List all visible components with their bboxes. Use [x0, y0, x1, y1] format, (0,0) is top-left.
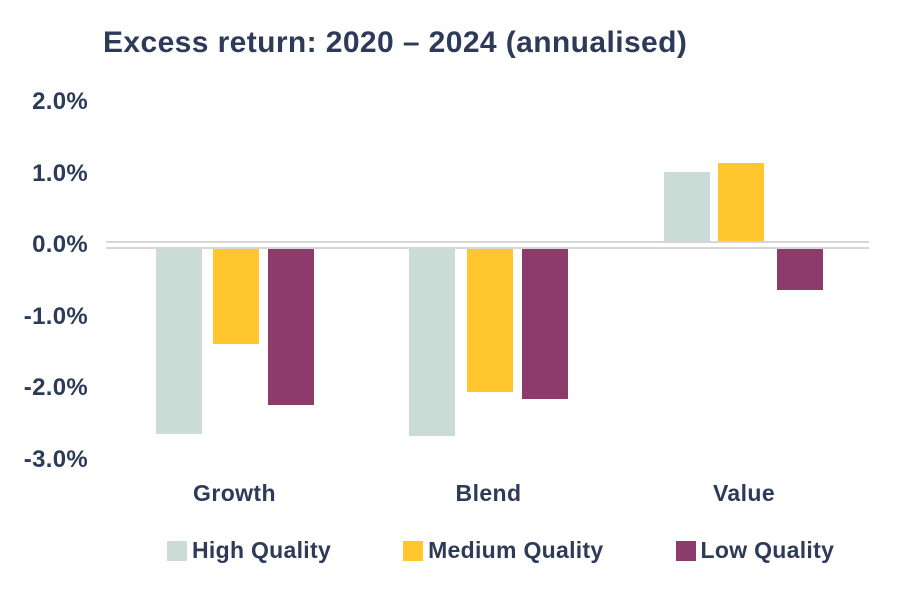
- zero-baseline: [106, 241, 869, 249]
- legend-swatch-low-quality: [675, 540, 696, 561]
- bar-blend-high-quality: [409, 245, 455, 436]
- y-tick-label--1-0-: -1.0%: [23, 302, 88, 330]
- bar-value-high-quality: [664, 172, 710, 245]
- legend-label-medium-quality: Medium Quality: [428, 537, 604, 563]
- y-tick-label-0-0-: 0.0%: [32, 231, 88, 258]
- bar-value-low-quality: [777, 245, 823, 291]
- legend-label-high-quality: High Quality: [192, 537, 332, 563]
- bar-blend-medium-quality: [467, 245, 513, 393]
- category-label-value: Value: [712, 480, 776, 506]
- y-tick-label-2-0-: 2.0%: [32, 88, 88, 115]
- legend-label-low-quality: Low Quality: [700, 537, 835, 563]
- bar-growth-high-quality: [156, 245, 202, 435]
- legend-item-medium-quality: Medium Quality: [403, 537, 603, 564]
- legend-item-low-quality: Low Quality: [675, 537, 835, 564]
- bar-blend-low-quality: [522, 245, 568, 400]
- bar-growth-low-quality: [268, 245, 314, 406]
- y-tick-label--2-0-: -2.0%: [23, 374, 88, 401]
- chart-title: Excess return: 2020 – 2024 (annualised): [103, 26, 688, 59]
- category-label-growth: Growth: [193, 480, 276, 506]
- legend-swatch-high-quality: [167, 540, 187, 561]
- y-tick-label-1-0-: 1.0%: [32, 159, 88, 187]
- category-label-blend: Blend: [455, 480, 522, 506]
- legend-swatch-medium-quality: [403, 540, 424, 561]
- legend-item-high-quality: High Quality: [167, 537, 331, 564]
- y-tick-label--3-0-: -3.0%: [23, 445, 88, 473]
- legend: High Quality Medium Quality Low Quality: [167, 537, 834, 564]
- bar-value-medium-quality: [718, 163, 764, 245]
- bar-growth-medium-quality: [213, 245, 259, 344]
